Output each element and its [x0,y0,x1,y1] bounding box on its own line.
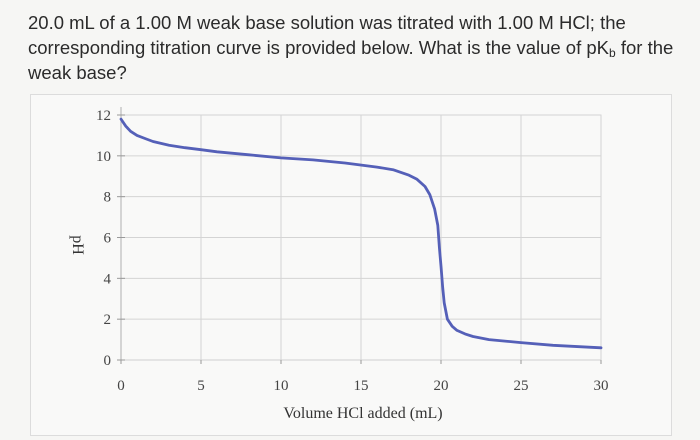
question-text-part2: for the weak base? [28,37,674,83]
x-tick-label: 20 [434,378,449,394]
axes [117,107,602,364]
tick-labels: 0 2 4 6 8 10 12 0 5 10 15 20 25 30 [96,108,609,394]
y-tick-label: 8 [104,190,112,206]
y-tick-label: 12 [96,108,111,124]
question-subscript-b: b [609,46,616,60]
y-tick-label: 4 [104,271,112,287]
x-tick-label: 25 [514,378,529,394]
grid-lines [120,114,602,361]
x-tick-label: 30 [594,378,609,394]
y-tick-label: 0 [104,353,112,369]
question-text-part1: 20.0 mL of a 1.00 M weak base solution w… [28,12,626,58]
titration-chart: 0 2 4 6 8 10 12 0 5 10 15 20 25 30 Volume HCl added (… [30,94,672,436]
x-tick-label: 10 [274,378,289,394]
y-tick-label: 2 [104,312,112,328]
x-tick-label: 5 [197,378,205,394]
series-layer [119,117,603,350]
question-text: 20.0 mL of a 1.00 M weak base solution w… [28,10,688,85]
x-tick-label: 0 [117,378,125,394]
y-axis-label: pH [69,235,86,255]
y-tick-label: 6 [104,231,112,247]
y-tick-label: 10 [96,149,111,165]
x-tick-label: 15 [354,378,369,394]
titration-curve-line [119,117,603,350]
chart-svg: 0 2 4 6 8 10 12 0 5 10 15 20 25 30 Volume HCl added (… [69,107,609,422]
x-axis-label: Volume HCl added (mL) [283,405,442,422]
